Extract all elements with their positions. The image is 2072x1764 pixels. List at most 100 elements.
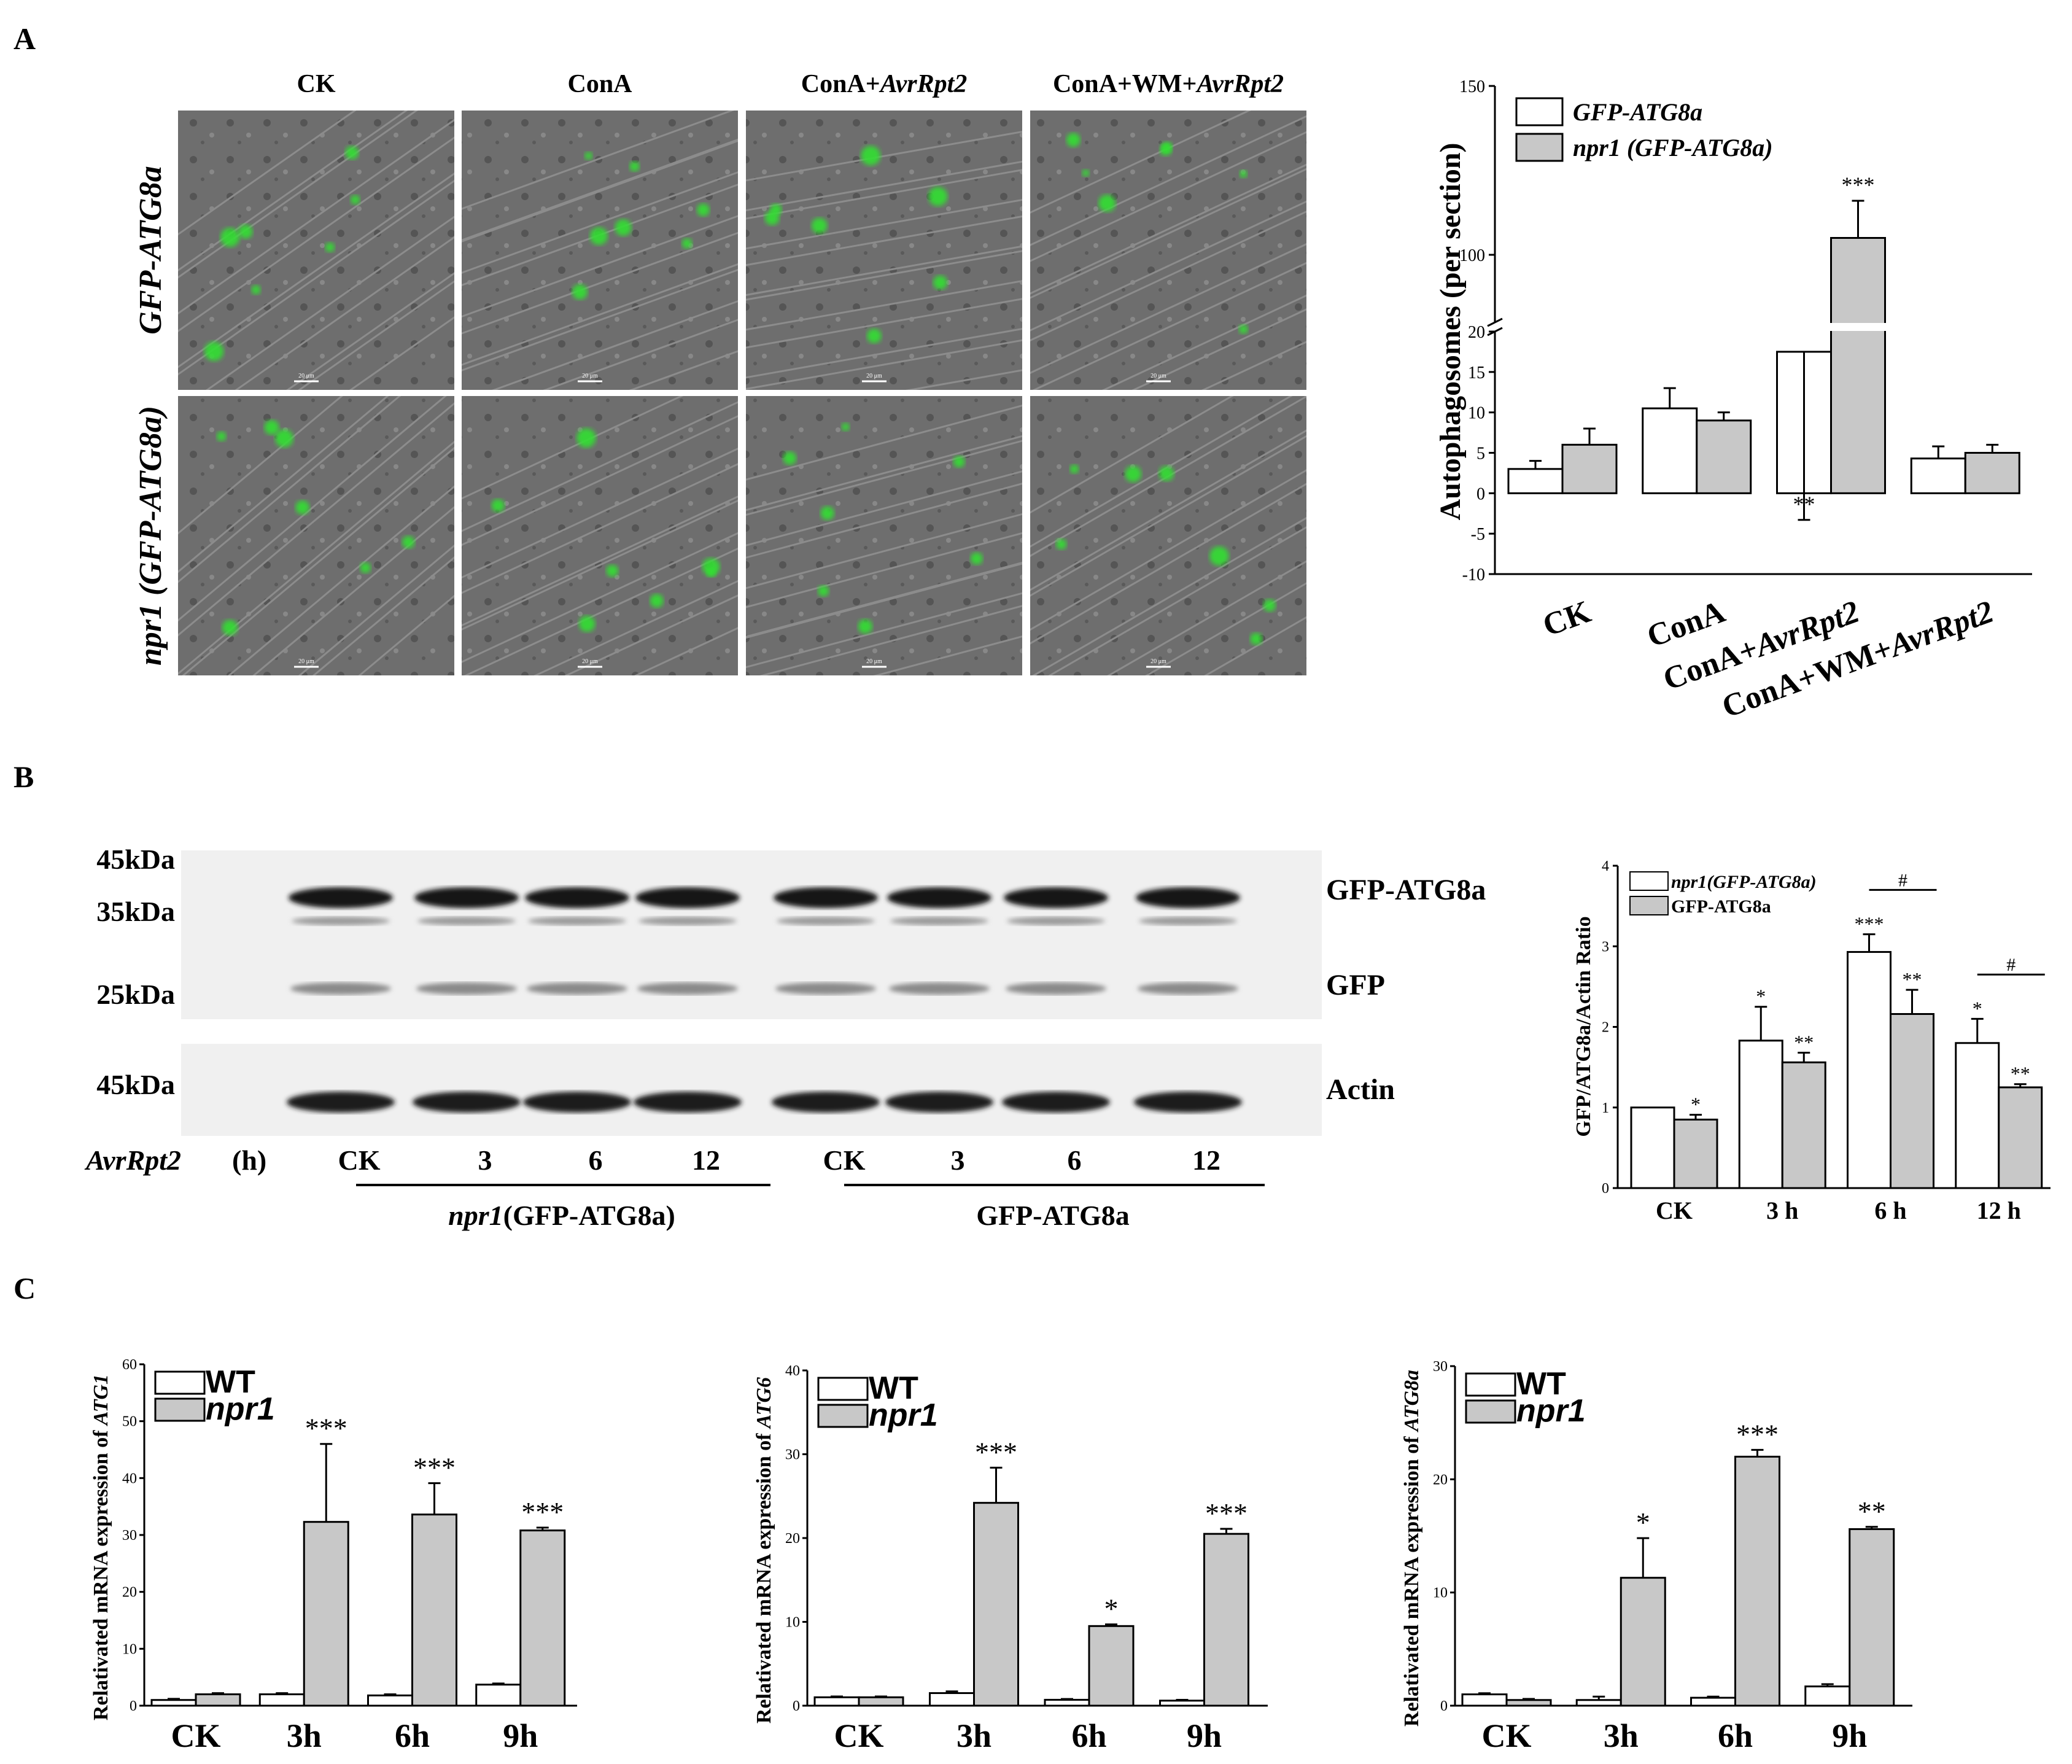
significance-label: *: [1691, 1094, 1701, 1116]
gfp-punctum: [1239, 169, 1247, 178]
atg6-chart: 0 10 20 30 40 Relativated mRNA expression of …: [753, 1363, 1268, 1754]
micrograph: 20 μm: [746, 111, 1022, 390]
bar: [258, 1693, 305, 1707]
gfp-punctum: [345, 146, 359, 160]
panel-letter-c: C: [14, 1271, 36, 1305]
cell-file: [1030, 111, 1306, 285]
gfp-signal: [462, 265, 738, 390]
gfp-punctum: [858, 619, 873, 634]
y-tick-label: 40: [785, 1363, 800, 1379]
gfp-signal: [462, 507, 738, 675]
cell-file: [178, 396, 442, 628]
x-tick-label: 6h: [1071, 1717, 1106, 1754]
gfp-signal: [1030, 207, 1306, 389]
band-actin: [1002, 1092, 1110, 1113]
gfp-signal: [746, 510, 1022, 625]
legend-swatch: [1629, 896, 1669, 915]
atg1-chart: 0 10 20 30 40 50 60 Relativated mRNA expression…: [90, 1357, 577, 1754]
molecular-weight-marker: 25kDa: [96, 979, 175, 1010]
micrograph-content: [462, 396, 738, 675]
gfp-signal: [1030, 145, 1306, 328]
bar: [1203, 1533, 1249, 1707]
y-tick-label: 1: [1602, 1100, 1609, 1116]
gfp-signal: [746, 150, 1022, 226]
gfp-punctum: [222, 620, 238, 635]
band-35kda: [1139, 917, 1237, 925]
gfp-punctum: [953, 456, 965, 468]
gfp-punctum: [1066, 133, 1081, 147]
band-label: Actin: [1326, 1073, 1395, 1106]
y-axis-title: GFP/ATG8a/Actin Ratio: [1572, 916, 1595, 1136]
bar: [1507, 468, 1564, 494]
micrograph-content: [462, 111, 738, 390]
bar: [1890, 1013, 1934, 1189]
gfp-signal: [197, 207, 454, 390]
gfp-signal: [746, 203, 1022, 280]
gfp-signal: [746, 281, 1022, 361]
micrograph-content: [746, 120, 1022, 390]
x-tick-label: CK: [1538, 594, 1596, 643]
scale-bar-label: 20 μm: [582, 373, 598, 379]
legend-label: WT: [869, 1370, 918, 1406]
lane-label: CK: [823, 1144, 866, 1176]
gfp-signal: [1030, 413, 1306, 629]
lane-label: 12: [692, 1144, 720, 1176]
band-gfp: [527, 982, 627, 995]
cell-file: [200, 212, 454, 390]
legend-swatch: [154, 1397, 206, 1422]
y-axis-title-italic: ATG1: [90, 1374, 112, 1426]
gfp-signal: [462, 233, 738, 381]
gfp-signal: [178, 115, 454, 363]
western-blot: 45kDa 35kDa 25kDa 45kDa GFP-ATG8a GFP Actin Avr…: [84, 844, 1486, 1231]
cell-file: [746, 424, 1022, 567]
y-axis-title-text: Relativated mRNA expression of: [753, 1428, 775, 1723]
gfp-punctum: [606, 564, 619, 577]
cell-file: [1030, 179, 1306, 390]
band-35kda: [417, 917, 516, 925]
gfp-signal: [200, 212, 454, 390]
cell-file: [746, 203, 1022, 308]
legend-label: npr1: [869, 1397, 938, 1433]
gfp-signal: [746, 322, 1022, 390]
x-tick-label: 6 h: [1874, 1197, 1906, 1224]
gfp-signal: [746, 465, 1022, 578]
scale-bar-label: 20 μm: [1150, 658, 1166, 665]
column-header-text: CK: [297, 70, 336, 98]
gfp-punctum: [1209, 546, 1229, 566]
legend-label: npr1 (GFP-ATG8a): [1573, 134, 1773, 161]
cell-file: [462, 437, 738, 648]
micrograph: 20 μm: [462, 111, 738, 390]
micrograph-content: [178, 396, 454, 675]
gfp-signal: [1034, 287, 1306, 390]
band-35kda: [528, 917, 626, 925]
scale-bar-label: 20 μm: [298, 373, 314, 379]
gfp-signal: [746, 235, 1022, 314]
gfp-punctum: [928, 187, 948, 206]
cell-file: [178, 396, 454, 675]
gfp-signal: [178, 396, 446, 633]
cell-file: [746, 235, 1022, 342]
legend-label: npr1: [206, 1391, 275, 1427]
bar: [1964, 452, 2020, 494]
y-axis-title: Autophagosomes (per section): [1434, 142, 1467, 520]
band-actin: [772, 1092, 880, 1113]
legend-label: npr1(GFP-ATG8a): [1671, 872, 1817, 892]
gfp-signal: [462, 111, 738, 244]
gfp-signal: [462, 190, 738, 338]
gfp-signal: [462, 238, 738, 386]
gfp-punctum: [764, 211, 780, 225]
gfp-punctum: [402, 535, 415, 549]
band-label: GFP-ATG8a: [1326, 874, 1486, 906]
y-tick-label: 50: [122, 1414, 137, 1430]
cell-file: [1030, 260, 1306, 390]
gfp-signal: [746, 232, 1022, 308]
cell-file: [746, 578, 1022, 675]
gfp-punctum: [681, 238, 693, 249]
x-tick-label: 9h: [503, 1717, 538, 1754]
y-tick-label: 150: [1459, 77, 1485, 96]
cell-file: [462, 204, 738, 381]
bar: [1804, 1685, 1851, 1707]
bar: [1642, 407, 1698, 494]
